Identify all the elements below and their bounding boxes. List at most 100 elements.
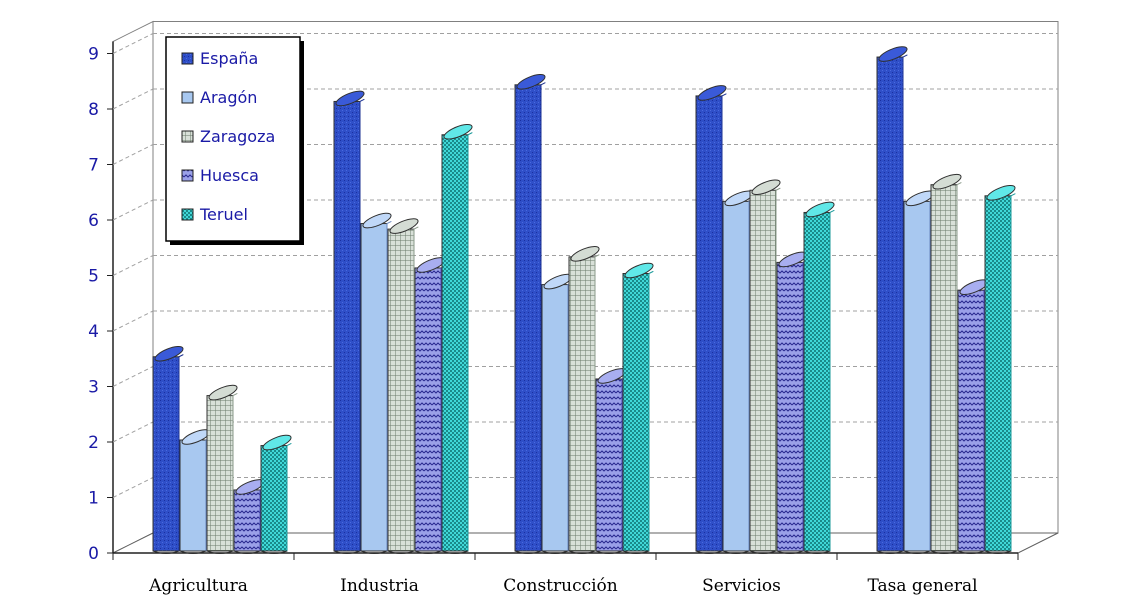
grid-line-side bbox=[112, 310, 154, 332]
bar bbox=[568, 246, 600, 554]
bar-bottom bbox=[957, 550, 985, 554]
bar bbox=[206, 384, 238, 554]
bar-top bbox=[389, 218, 419, 234]
bar-bottom bbox=[260, 550, 288, 554]
bar-top bbox=[362, 212, 392, 229]
bar-bottom bbox=[803, 550, 831, 554]
bar-top bbox=[335, 90, 365, 107]
bar-edge bbox=[1010, 193, 1016, 551]
bar bbox=[876, 46, 908, 554]
y-tick-label: 3 bbox=[88, 378, 99, 398]
bar-body bbox=[360, 223, 388, 552]
bar-body bbox=[903, 200, 931, 552]
bar bbox=[441, 123, 473, 554]
bar-edge bbox=[467, 132, 473, 551]
bar-body bbox=[776, 261, 804, 552]
bar-bottom bbox=[749, 550, 777, 554]
bar bbox=[260, 434, 292, 554]
bar-bottom bbox=[514, 550, 542, 554]
bar bbox=[360, 212, 392, 554]
y-tick-label: 8 bbox=[88, 100, 99, 120]
bar-body bbox=[695, 95, 723, 552]
grid-line-side bbox=[112, 199, 154, 221]
x-tick-label: Tasa general bbox=[867, 576, 977, 596]
bar bbox=[595, 368, 627, 554]
bar bbox=[541, 273, 573, 554]
y-tick-label: 6 bbox=[88, 211, 99, 231]
bar-edge bbox=[775, 187, 781, 551]
bar-bottom bbox=[595, 550, 623, 554]
grid-line-side bbox=[112, 477, 154, 498]
bar-edge bbox=[956, 182, 962, 551]
bar-edge bbox=[829, 209, 835, 551]
bar-top bbox=[805, 201, 835, 218]
bar-bottom bbox=[333, 550, 361, 554]
bar-bottom bbox=[441, 550, 469, 554]
bar-body bbox=[541, 284, 569, 552]
legend-label: Huesca bbox=[200, 166, 259, 185]
bar bbox=[776, 251, 808, 554]
bar-body bbox=[333, 100, 361, 552]
bar-top bbox=[878, 46, 908, 62]
y-tick-label: 2 bbox=[88, 433, 99, 453]
bar-bottom bbox=[233, 550, 261, 554]
bar-bottom bbox=[930, 550, 958, 554]
y-tick-label: 5 bbox=[88, 267, 99, 287]
bar-bottom bbox=[622, 550, 650, 554]
bar-body bbox=[152, 356, 180, 552]
bar-edge bbox=[902, 54, 908, 551]
grid-line-side bbox=[112, 144, 154, 165]
bar-body bbox=[387, 228, 415, 552]
bar-body bbox=[722, 200, 750, 552]
bar bbox=[387, 218, 419, 554]
bar-edge bbox=[721, 93, 727, 551]
bar-top bbox=[751, 179, 781, 196]
bar-top bbox=[932, 173, 962, 190]
bar-body bbox=[260, 445, 288, 552]
bar-bottom bbox=[568, 550, 596, 554]
bar-body bbox=[414, 267, 442, 552]
bar-body bbox=[206, 395, 234, 552]
bar-bottom bbox=[152, 550, 180, 554]
grid-line-side bbox=[112, 88, 154, 110]
legend: España Aragón Zaragoza Huesca Teruel bbox=[165, 36, 304, 245]
bar-edge bbox=[540, 82, 546, 551]
bar-bottom bbox=[414, 550, 442, 554]
bar-body bbox=[179, 439, 207, 552]
bar bbox=[803, 201, 835, 554]
bar-body bbox=[803, 211, 831, 552]
bar-edge bbox=[386, 221, 392, 551]
legend-swatch bbox=[181, 130, 194, 143]
legend-label: España bbox=[200, 49, 258, 68]
legend-swatch bbox=[181, 52, 194, 65]
y-axis-ticks: 0 1 2 3 4 5 6 7 8 9 bbox=[88, 45, 113, 564]
bar-body bbox=[568, 256, 596, 552]
bar-bottom bbox=[206, 550, 234, 554]
legend-label: Aragón bbox=[200, 88, 257, 107]
y-tick-label: 7 bbox=[88, 156, 99, 176]
bar-body bbox=[876, 56, 904, 552]
bar bbox=[903, 190, 935, 554]
bar-edge bbox=[648, 271, 654, 551]
bar-bottom bbox=[360, 550, 388, 554]
bar-body bbox=[595, 378, 623, 552]
grid-line-side bbox=[112, 366, 154, 387]
bar-bottom bbox=[695, 550, 723, 554]
bar-edge bbox=[413, 226, 419, 551]
bar-body bbox=[441, 134, 469, 552]
bar bbox=[514, 74, 546, 554]
bar-edge bbox=[286, 443, 292, 551]
bar-edge bbox=[594, 254, 600, 551]
bar-top bbox=[697, 85, 727, 101]
legend-label: Teruel bbox=[199, 205, 248, 224]
bar bbox=[622, 262, 654, 554]
bar bbox=[695, 85, 727, 554]
legend-swatch bbox=[181, 208, 194, 221]
bar-top bbox=[624, 262, 654, 279]
y-tick-label: 1 bbox=[88, 489, 99, 509]
bar-bottom bbox=[776, 550, 804, 554]
bar bbox=[930, 173, 962, 554]
legend-swatch bbox=[181, 169, 194, 182]
bar-top bbox=[262, 434, 292, 451]
